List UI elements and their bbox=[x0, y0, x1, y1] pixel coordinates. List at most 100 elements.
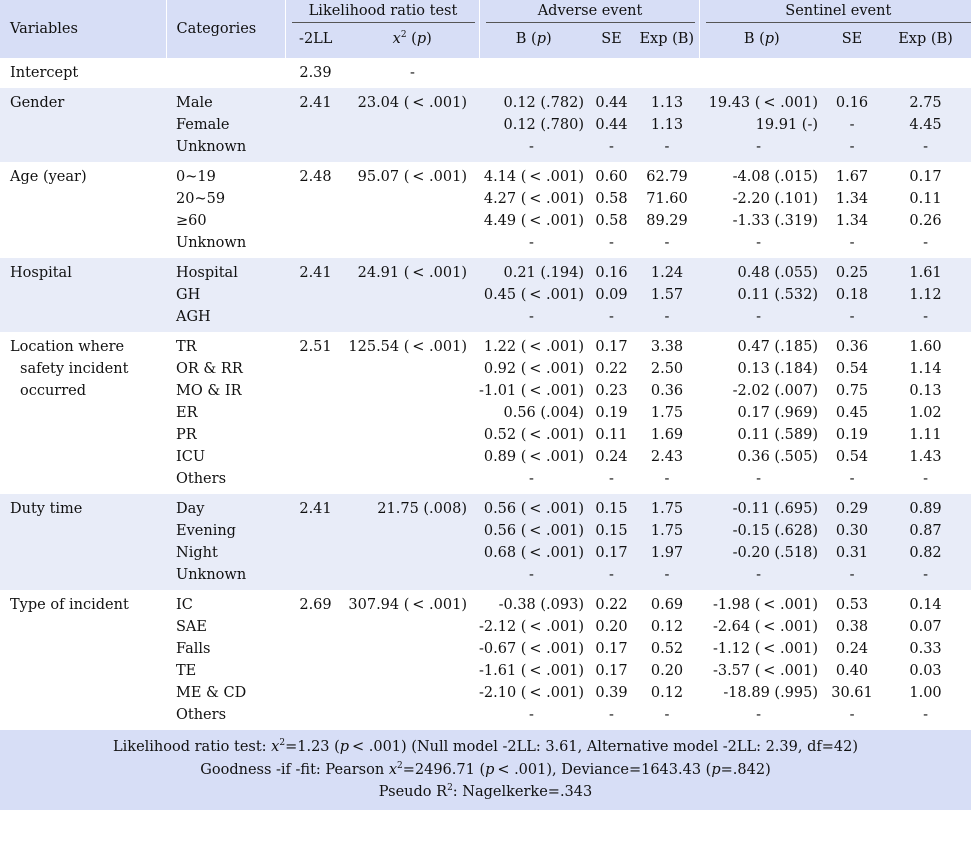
se-exp-cell: 0.89 0.87 0.82 - bbox=[880, 494, 971, 590]
category-label: TE bbox=[176, 663, 197, 679]
category-label: Unknown bbox=[176, 567, 247, 583]
category-label: 20~59 bbox=[176, 191, 226, 207]
ae-b-value: 4.27 ( < .001) bbox=[483, 191, 584, 207]
variable-label: Hospital bbox=[10, 265, 72, 281]
se-b-value: -18.89 (.995) bbox=[723, 685, 819, 701]
se-exp-value: - bbox=[923, 707, 928, 723]
se-se-value: 0.38 bbox=[835, 619, 869, 635]
ae-exp-cell bbox=[635, 58, 699, 88]
ae-se-cell: 0.60 0.58 0.58 - bbox=[588, 162, 635, 258]
se-b-value: - bbox=[756, 235, 761, 251]
se-exp-value: 1.61 bbox=[909, 265, 942, 281]
se-exp-value: 0.82 bbox=[909, 545, 942, 561]
ae-exp-value: 1.75 bbox=[650, 523, 684, 539]
categories-cell: IC SAE Falls TE ME & CD Others bbox=[166, 590, 285, 730]
variable-label: Age (year) bbox=[10, 169, 87, 185]
ae-exp-cell: 1.24 1.57 - bbox=[635, 258, 700, 332]
ae-exp-cell: 3.38 2.50 0.36 1.75 1.69 2.43 - bbox=[635, 332, 699, 494]
se-se-cell: 0.16 - - bbox=[824, 88, 881, 162]
ae-exp-value: 0.12 bbox=[650, 685, 684, 701]
se-exp-value: 1.14 bbox=[909, 361, 942, 377]
se-exp-value: 0.26 bbox=[909, 213, 942, 229]
ae-exp-value: 62.79 bbox=[646, 169, 688, 185]
ae-se-cell: 0.22 0.20 0.17 0.17 0.39 - bbox=[588, 590, 635, 730]
category-label: ≥60 bbox=[176, 213, 207, 229]
header-x2p: x2 (p) bbox=[346, 28, 479, 58]
category-label: TR bbox=[176, 339, 197, 355]
se-b-value: 0.47 (.185) bbox=[737, 339, 819, 355]
table-header: Variables Categories Likelihood ratio te… bbox=[0, 0, 971, 58]
x2p-cell: 24.91 ( < .001) bbox=[346, 258, 479, 332]
ae-exp-value: 1.24 bbox=[650, 265, 684, 281]
ae-exp-cell: 62.79 71.60 89.29 - bbox=[635, 162, 699, 258]
ae-exp-value: 1.97 bbox=[650, 545, 684, 561]
se-exp-value: - bbox=[923, 235, 928, 251]
header-se-expb: Exp (B) bbox=[880, 28, 971, 58]
se-b-value: -0.15 (.628) bbox=[732, 523, 819, 539]
se-b-value: - bbox=[756, 707, 761, 723]
ae-b-value: 0.12 (.780) bbox=[503, 117, 585, 133]
ae-exp-value: 3.38 bbox=[650, 339, 684, 355]
ae-b-value: -0.38 (.093) bbox=[498, 597, 584, 613]
header-ae-b: B (p) bbox=[478, 28, 588, 58]
ae-b-value: 4.14 ( < .001) bbox=[483, 169, 584, 185]
ae-se-value: 0.17 bbox=[595, 641, 628, 657]
se-exp-cell: 2.75 4.45 - bbox=[880, 88, 971, 162]
se-b-value: 0.13 (.184) bbox=[737, 361, 819, 377]
se-exp-value: 1.12 bbox=[909, 287, 942, 303]
se-b-cell: -1.98 ( < .001) -2.64 ( < .001) -1.12 ( < … bbox=[699, 590, 824, 730]
ae-se-value: 0.24 bbox=[595, 449, 628, 465]
neg2ll-value: 2.41 bbox=[299, 95, 332, 111]
ae-se-value: 0.11 bbox=[595, 427, 628, 443]
footnote-line-3: Pseudo R2: Nagelkerke=.343 bbox=[378, 783, 593, 800]
header-se-se: SE bbox=[824, 28, 881, 58]
ae-exp-value: 2.43 bbox=[650, 449, 684, 465]
categories-cell: TR OR & RR MO & IR ER PR ICU Others bbox=[166, 332, 285, 494]
x2p-value: 95.07 ( < .001) bbox=[357, 169, 467, 185]
x2p-cell: - bbox=[346, 58, 479, 88]
x2p-value: 24.91 ( < .001) bbox=[357, 265, 467, 281]
category-label: Evening bbox=[176, 523, 236, 539]
header-sentinel-group: Sentinel event bbox=[698, 0, 971, 28]
ae-se-value: 0.22 bbox=[595, 361, 628, 377]
x2p-cell: 307.94 ( < .001) bbox=[346, 590, 479, 730]
se-exp-value: - bbox=[923, 139, 928, 155]
category-label: GH bbox=[176, 287, 201, 303]
ae-exp-cell: 1.13 1.13 - bbox=[635, 88, 700, 162]
se-exp-value: 1.02 bbox=[909, 405, 942, 421]
se-se-value: 0.24 bbox=[835, 641, 869, 657]
ae-exp-value: 1.57 bbox=[650, 287, 684, 303]
ae-se-value: 0.39 bbox=[595, 685, 628, 701]
variable-label: Duty time bbox=[10, 501, 83, 517]
se-b-cell: -0.11 (.695) -0.15 (.628) -0.20 (.518) - bbox=[699, 494, 825, 590]
ae-exp-cell: 0.69 0.12 0.52 0.20 0.12 - bbox=[635, 590, 699, 730]
category-label: Others bbox=[176, 471, 227, 487]
x2p-value: 125.54 ( < .001) bbox=[348, 339, 467, 355]
x2p-value: 21.75 (.008) bbox=[377, 501, 467, 517]
se-exp-value: 0.03 bbox=[909, 663, 942, 679]
se-exp-value: - bbox=[923, 471, 928, 487]
se-exp-value: 1.60 bbox=[909, 339, 942, 355]
ae-se-value: - bbox=[609, 309, 614, 325]
header-ae-expb: Exp (B) bbox=[635, 28, 700, 58]
ae-se-value: 0.17 bbox=[595, 339, 628, 355]
category-label: Others bbox=[176, 707, 227, 723]
ae-exp-value: 1.13 bbox=[650, 117, 684, 133]
table-row: Gender Male Female Unknown 2.41 23.04 ( < .00… bbox=[0, 88, 971, 162]
se-se-value: 0.18 bbox=[835, 287, 869, 303]
footnote-line-1: Likelihood ratio test: x2=1.23 (p < .001… bbox=[113, 738, 858, 755]
ae-b-cell: 0.21 (.194) 0.45 ( < .001) - bbox=[479, 258, 588, 332]
ae-exp-value: 0.36 bbox=[650, 383, 684, 399]
ae-se-cell: 0.15 0.15 0.17 - bbox=[588, 494, 635, 590]
ae-b-value: - bbox=[529, 309, 534, 325]
ae-se-value: 0.58 bbox=[595, 191, 628, 207]
se-se-value: - bbox=[849, 309, 855, 325]
se-exp-value: - bbox=[923, 567, 928, 583]
ae-se-cell: 0.17 0.22 0.23 0.19 0.11 0.24 - bbox=[588, 332, 635, 494]
se-exp-value: 0.07 bbox=[909, 619, 942, 635]
table-row: Location where safety incident occurred TR O… bbox=[0, 332, 971, 494]
x2p-cell: 23.04 ( < .001) bbox=[346, 88, 479, 162]
x2p-value: 307.94 ( < .001) bbox=[348, 597, 467, 613]
se-se-value: - bbox=[849, 471, 855, 487]
se-b-value: 0.11 (.589) bbox=[737, 427, 819, 443]
